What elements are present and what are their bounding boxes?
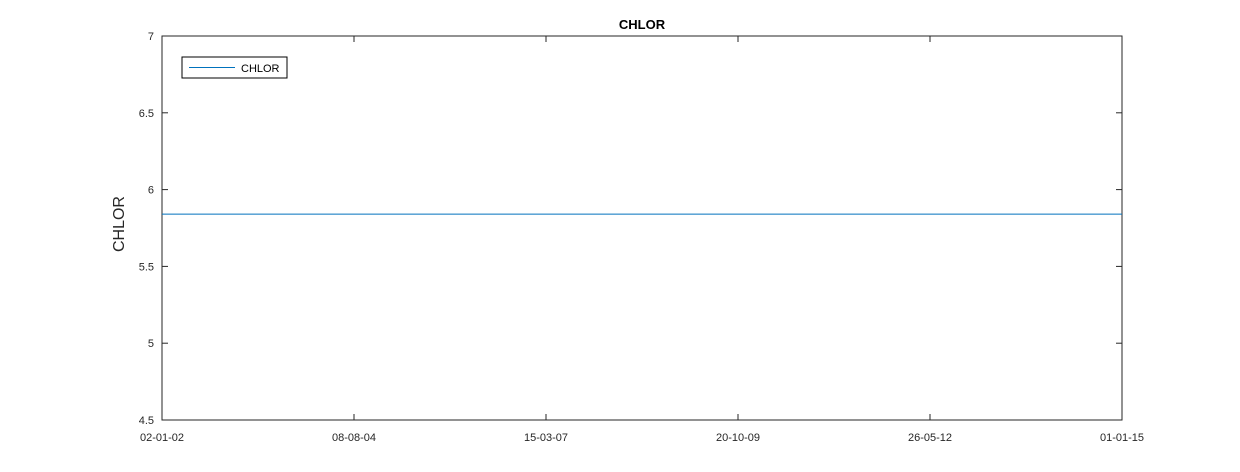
chart-title: CHLOR bbox=[619, 17, 666, 32]
x-tick-label: 01-01-15 bbox=[1100, 432, 1144, 444]
x-tick-label: 15-03-07 bbox=[524, 432, 568, 444]
x-tick-label: 08-08-04 bbox=[332, 432, 376, 444]
y-tick-label: 5.5 bbox=[139, 261, 154, 273]
y-axis: 4.5 5 5.5 6 6.5 7 bbox=[139, 31, 1122, 427]
y-tick-label: 6.5 bbox=[139, 108, 154, 120]
x-tick-label: 20-10-09 bbox=[716, 432, 760, 444]
y-tick-label: 6 bbox=[148, 185, 154, 197]
y-tick-label: 7 bbox=[148, 31, 154, 43]
y-tick-label: 5 bbox=[148, 338, 154, 350]
x-axis: 02-01-02 08-08-04 15-03-07 20-10-09 26-05-12… bbox=[140, 36, 1144, 444]
x-tick-label: 02-01-02 bbox=[140, 432, 184, 444]
x-tick-label: 26-05-12 bbox=[908, 432, 952, 444]
legend: CHLOR bbox=[181, 56, 288, 79]
legend-label: CHLOR bbox=[241, 63, 280, 75]
y-axis-label: CHLOR bbox=[111, 196, 128, 252]
y-tick-label: 4.5 bbox=[139, 415, 154, 427]
plot-area bbox=[161, 35, 1123, 421]
